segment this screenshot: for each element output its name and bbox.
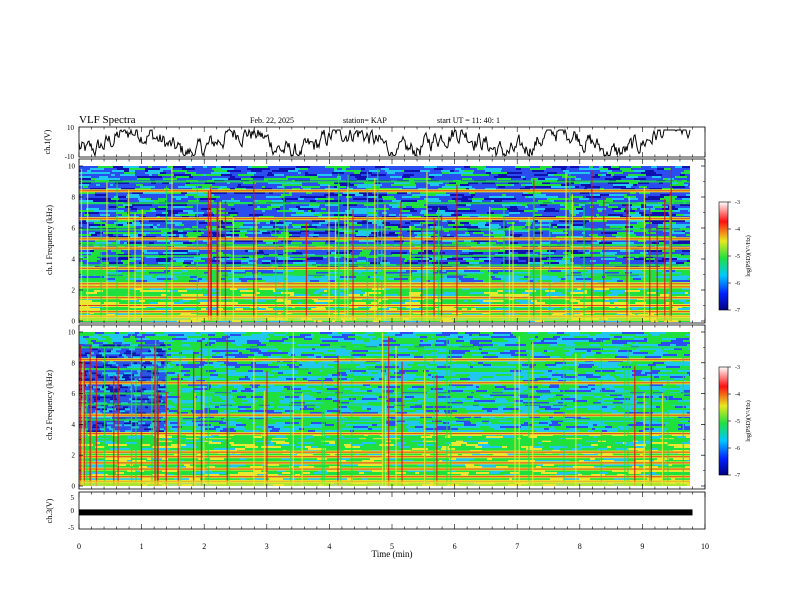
ch2-ytick-6: 6 [72, 390, 76, 398]
ch2-colorbar-tick--4: -4 [735, 392, 740, 398]
time-tick-5: 5 [390, 542, 394, 551]
ch2-colorbar-label: log(PSD)(V²/Hz) [745, 400, 752, 441]
ch1-freq-ylabel: ch.1 Frequency (kHz) [45, 205, 54, 275]
ch3-ytick-top: 5 [71, 494, 75, 502]
ch1-spectrogram-panel: 0 2 4 6 8 10 ch.1 Frequency (kHz) [45, 158, 706, 326]
ch1-colorbar-label: log(PSD)(V²/Hz) [745, 235, 752, 276]
time-tick-3: 3 [265, 542, 269, 551]
ch2-colorbar-tick--5: -5 [735, 419, 740, 425]
ch2-ytick-8: 8 [72, 359, 76, 367]
ch1-ytick-2: 2 [72, 287, 76, 295]
ch2-colorbar-tick--6: -6 [735, 446, 740, 452]
ch2-ytick-4: 4 [72, 421, 76, 429]
ch1-colorbar-tick--5: -5 [735, 254, 740, 260]
ch2-colorbar-tick--7: -7 [735, 473, 740, 479]
time-tick-6: 6 [453, 542, 457, 551]
ch2-colorbar: -3 -4 -5 -6 -7 log(PSD)(V²/Hz) [718, 365, 752, 479]
ch2-ytick-0: 0 [72, 483, 76, 491]
ch1-ytick-6: 6 [72, 225, 76, 233]
ch3-ytick-bottom: -5 [68, 524, 74, 532]
ch2-freq-ylabel: ch.2 Frequency (kHz) [45, 370, 54, 440]
time-tick-0: 0 [77, 542, 81, 551]
time-tick-10: 10 [701, 542, 709, 551]
time-tick-4: 4 [327, 542, 331, 551]
ch1-ytick-10: 10 [68, 163, 76, 171]
ch1-waveform-panel: 10 -10 ch.1(V) [43, 124, 706, 161]
ch1-colorbar-tick--7: -7 [735, 308, 740, 314]
ch2-spectrogram-panel: 0 2 4 6 8 10 ch.2 Frequency (kHz) [45, 324, 706, 491]
ch1-colorbar-tick--6: -6 [735, 281, 740, 287]
ch1-ylabel: ch.1(V) [43, 129, 52, 154]
ch1-spectrogram-image [79, 166, 690, 322]
ch1-colorbar-tick--4: -4 [735, 227, 740, 233]
station-label: station= KAP [343, 116, 387, 125]
ch1-colorbar: -3 -4 -5 -6 -7 log(PSD)(V²/Hz) [718, 200, 752, 314]
ch3-panel: 5 0 -5 ch.3(V) [45, 491, 706, 532]
time-tick-2: 2 [202, 542, 206, 551]
ch1-ytick-8: 8 [72, 194, 76, 202]
time-tick-8: 8 [578, 542, 582, 551]
start-time-label: start UT = 11: 40: 1 [437, 116, 500, 125]
ch1-ytick-0: 0 [72, 318, 76, 326]
ch2-ytick-10: 10 [68, 329, 76, 337]
ch2-spectrogram-image [79, 332, 690, 486]
ch1-ytick-4: 4 [72, 256, 76, 264]
time-axis-label: Time (min) [372, 549, 413, 559]
ch1-ytick-top: 10 [67, 124, 75, 132]
ch2-colorbar-tick--3: -3 [735, 365, 740, 371]
ch1-colorbar-tick--3: -3 [735, 200, 740, 206]
time-axis-labels: 0 1 2 3 4 5 6 7 8 9 10 [77, 542, 709, 551]
date-label: Feb. 22, 2025 [250, 116, 294, 125]
time-tick-7: 7 [515, 542, 519, 551]
time-axis-ticks [78, 127, 706, 529]
ch1-waveform-line [78, 128, 691, 158]
ch3-signal-line [79, 509, 693, 516]
ch3-ylabel: ch.3(V) [45, 498, 54, 523]
time-tick-9: 9 [640, 542, 644, 551]
figure-title: VLF Spectra [79, 114, 136, 126]
ch1-ytick-bottom: -10 [65, 153, 75, 161]
time-tick-1: 1 [140, 542, 144, 551]
ch3-ytick-mid: 0 [71, 507, 75, 515]
ch2-ytick-2: 2 [72, 452, 76, 460]
